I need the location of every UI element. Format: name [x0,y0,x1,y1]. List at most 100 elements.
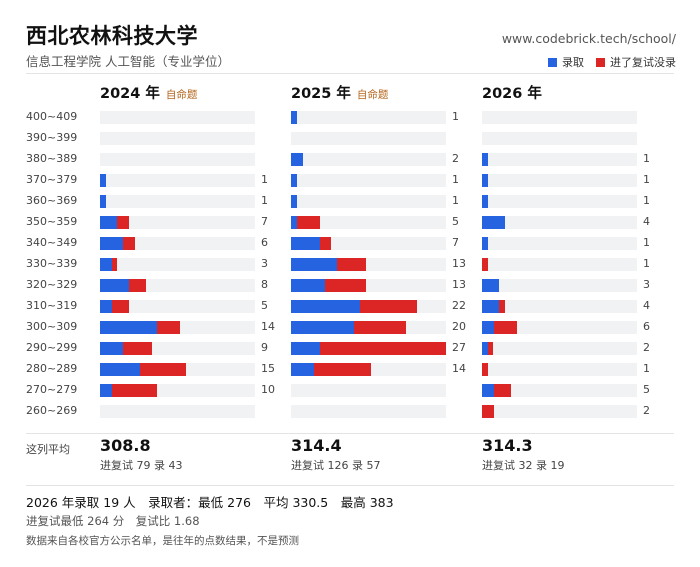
bar-count-label: 3 [261,257,268,270]
bar-admitted [100,342,123,355]
bar-track [100,300,255,313]
score-range-label: 310~319 [26,299,78,312]
bar-count-label: 6 [643,320,650,333]
score-range-label: 380~389 [26,152,78,165]
bar-admitted [482,342,488,355]
bar-admitted [291,321,355,334]
bar-admitted [291,342,320,355]
column-retest-summary: 进复试 32 录 19 [482,459,565,472]
score-range-label: 280~289 [26,362,78,375]
bar-count-label: 1 [452,194,459,207]
bar-not-admitted [111,258,118,271]
bar-count-label: 4 [643,299,650,312]
bar-track [482,258,637,271]
bar-track [100,111,255,124]
bar-admitted [100,363,141,376]
bar-admitted [100,216,118,229]
bar-not-admitted [123,342,152,355]
source-url[interactable]: www.codebrick.tech/school/ [501,31,676,46]
bar-count-label: 4 [643,215,650,228]
bar-admitted [291,111,297,124]
column-average: 314.4 [291,436,342,455]
bar-not-admitted [128,279,146,292]
bar-count-label: 2 [452,152,459,165]
bar-admitted [291,258,337,271]
bar-track [291,384,446,397]
bar-admitted [100,279,129,292]
bar-count-label: 7 [452,236,459,249]
bar-count-label: 20 [452,320,466,333]
bar-track [291,111,446,124]
bar-track [100,258,255,271]
bar-not-admitted [493,384,511,397]
bar-count-label: 14 [261,320,275,333]
bar-track [291,300,446,313]
bar-count-label: 1 [452,173,459,186]
score-range-label: 350~359 [26,215,78,228]
bar-track [291,237,446,250]
bar-admitted [291,363,314,376]
bar-track [482,363,637,376]
bar-track [291,321,446,334]
column-tag: 自命题 [165,89,198,101]
bar-track [291,363,446,376]
bar-count-label: 2 [643,341,650,354]
bar-track [291,195,446,208]
bar-admitted [291,237,320,250]
column-header-2: 2026 年 [482,82,542,103]
bar-not-admitted [140,363,187,376]
bar-admitted [100,321,158,334]
bar-count-label: 5 [261,299,268,312]
bar-count-label: 8 [261,278,268,291]
legend-item-not-admitted: 进了复试没录 [596,54,676,70]
bar-track [291,132,446,145]
bar-admitted [100,258,112,271]
bar-track [100,321,255,334]
column-year: 2024 年 [100,86,160,102]
score-range-label: 360~369 [26,194,78,207]
score-range-label: 340~349 [26,236,78,249]
bar-not-admitted [111,384,158,397]
bar-track [482,384,637,397]
bar-count-label: 5 [643,383,650,396]
bar-track [100,216,255,229]
bar-count-label: 27 [452,341,466,354]
bar-not-admitted [482,258,488,271]
bar-admitted [291,300,360,313]
bar-not-admitted [319,342,446,355]
bar-not-admitted [482,405,494,418]
bar-count-label: 1 [643,236,650,249]
bar-not-admitted [336,258,366,271]
retest-summary: 进复试最低 264 分 复试比 1.68 [26,514,200,528]
bar-admitted [482,384,494,397]
column-average: 308.8 [100,436,151,455]
bar-not-admitted [487,342,494,355]
column-retest-summary: 进复试 79 录 43 [100,459,183,472]
admission-summary: 2026 年录取 19 人 录取者：最低 276 平均 330.5 最高 383 [26,495,394,510]
bar-not-admitted [314,363,372,376]
score-range-label: 300~309 [26,320,78,333]
bar-track [482,195,637,208]
bar-admitted [291,195,297,208]
bar-count-label: 3 [643,278,650,291]
bar-admitted [291,216,297,229]
bar-count-label: 1 [261,194,268,207]
bar-not-admitted [359,300,418,313]
bar-admitted [291,279,326,292]
bar-count-label: 1 [643,152,650,165]
score-range-label: 290~299 [26,341,78,354]
bar-count-label: 1 [643,362,650,375]
legend-swatch-admitted [548,57,557,67]
bar-track [100,384,255,397]
bar-track [100,237,255,250]
average-divider [26,433,674,434]
bar-track [291,153,446,166]
bar-admitted [482,300,500,313]
bar-admitted [100,195,106,208]
bar-track [100,405,255,418]
bar-count-label: 2 [643,404,650,417]
bar-admitted [482,174,488,187]
bar-track [100,195,255,208]
bar-count-label: 1 [643,257,650,270]
bar-track [100,363,255,376]
